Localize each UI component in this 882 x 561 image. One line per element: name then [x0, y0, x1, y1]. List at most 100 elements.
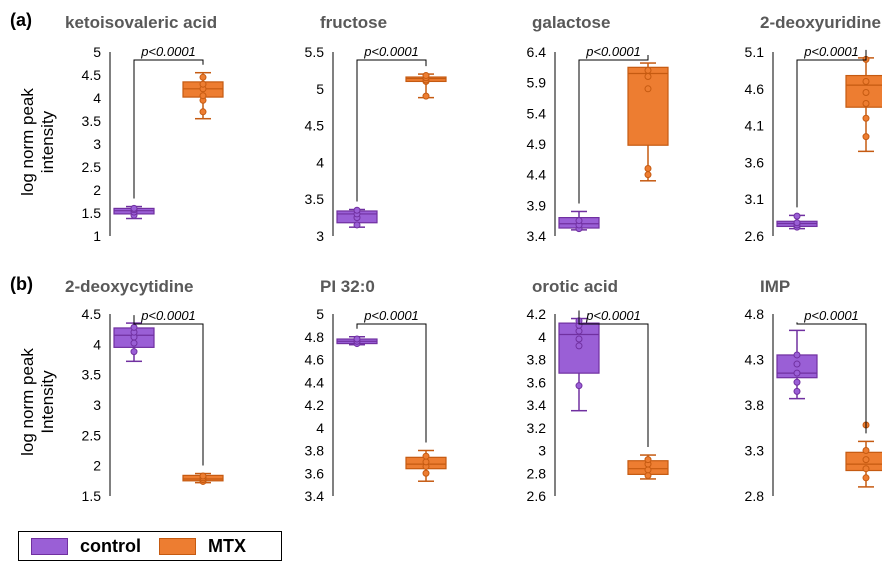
y-tick-label-fructose: 3.5	[305, 191, 325, 207]
data-point-mtx	[644, 73, 652, 81]
legend-item-mtx: MTX	[159, 536, 246, 557]
chart-panels: ketoisovaleric acid 5 4.5 4 3.5 3 2.5 2 1.5 1 p<0.…	[65, 13, 882, 504]
chart-galactose: galactose 6.4 5.9 5.4 4.9 4.4 3.9 3.4 p<0.0001	[527, 13, 669, 244]
chart-pi-32-0: PI 32:0 5 4.8 4.6 4.4 4.2 4 3.8 3.6 3.4 p<0.0001	[305, 277, 447, 504]
y-tick-label-2-deoxycytidine: 3	[93, 397, 101, 413]
y-tick-label-fructose: 4	[316, 154, 324, 170]
y-tick-label-2-deoxycytidine: 1.5	[82, 488, 102, 504]
y-tick-label-2-deoxyuridine: 4.1	[745, 118, 765, 134]
y-tick-label-orotic-acid: 3.6	[527, 374, 547, 390]
data-point-control	[793, 360, 801, 368]
y-tick-label-galactose: 3.4	[527, 228, 547, 244]
significance-bracket-ketoisovaleric-acid	[133, 59, 204, 199]
y-tick-label-galactose: 3.9	[527, 197, 547, 213]
chart-title-orotic-acid: orotic acid	[532, 277, 618, 296]
y-tick-label-2-deoxyuridine: 5.1	[745, 44, 765, 60]
y-tick-label-pi-32-0: 4.4	[305, 374, 325, 390]
panel-label-a: (a)	[10, 10, 32, 30]
y-tick-label-imp: 2.8	[745, 488, 765, 504]
p-value-label-galactose: p<0.0001	[585, 44, 641, 59]
data-point-mtx	[862, 77, 870, 85]
p-value-label-pi-32-0: p<0.0001	[363, 308, 419, 323]
y-tick-label-galactose: 4.9	[527, 136, 547, 152]
significance-bracket-imp	[796, 322, 867, 434]
data-point-control	[353, 206, 361, 214]
data-point-mtx	[199, 92, 207, 100]
p-value-label-2-deoxycytidine: p<0.0001	[140, 308, 196, 323]
data-point-control	[575, 382, 583, 390]
data-point-mtx	[199, 472, 207, 480]
chart-2-deoxycytidine: 2-deoxycytidine 4.5 4 3.5 3 2.5 2 1.5 p<0.0001	[65, 277, 224, 504]
y-tick-label-orotic-acid: 3	[538, 443, 546, 459]
y-tick-label-pi-32-0: 4	[316, 420, 324, 436]
data-point-mtx	[199, 108, 207, 116]
y-tick-label-galactose: 4.4	[527, 167, 547, 183]
y-tick-label-2-deoxyuridine: 2.6	[745, 228, 765, 244]
data-point-mtx	[422, 469, 430, 477]
chart-title-pi-32-0: PI 32:0	[320, 277, 375, 296]
y-axis-label-b-line2: Intensity	[38, 370, 57, 434]
chart-fructose: fructose 5.5 5 4.5 4 3.5 3 p<0.0001	[305, 13, 447, 244]
y-tick-label-2-deoxycytidine: 4	[93, 336, 101, 352]
y-tick-label-ketoisovaleric-acid: 2.5	[82, 159, 102, 175]
data-point-mtx	[644, 165, 652, 173]
y-tick-label-imp: 4.8	[745, 306, 765, 322]
data-point-mtx	[199, 73, 207, 81]
legend-label-mtx: MTX	[208, 535, 246, 556]
data-point-mtx	[422, 72, 430, 80]
data-point-mtx	[644, 66, 652, 74]
data-point-mtx	[422, 92, 430, 100]
y-tick-label-2-deoxycytidine: 3.5	[82, 367, 102, 383]
data-point-control	[575, 342, 583, 350]
y-tick-label-fructose: 5	[316, 81, 324, 97]
data-point-control	[793, 219, 801, 227]
significance-bracket-2-deoxyuridine	[796, 49, 867, 208]
chart-ketoisovaleric-acid: ketoisovaleric acid 5 4.5 4 3.5 3 2.5 2 1.5 1 p<0.…	[65, 13, 224, 244]
legend-swatch-mtx	[159, 537, 196, 555]
data-point-mtx	[644, 472, 652, 480]
y-tick-label-imp: 3.8	[745, 397, 765, 413]
chart-imp: IMP 4.8 4.3 3.8 3.3 2.8 p<0.0001	[745, 277, 882, 504]
chart-title-2-deoxycytidine: 2-deoxycytidine	[65, 277, 194, 296]
significance-bracket-orotic-acid	[578, 310, 649, 448]
y-axis-label-a-line1: log norm peak	[18, 88, 37, 196]
y-tick-label-ketoisovaleric-acid: 5	[93, 44, 101, 60]
data-point-mtx	[862, 447, 870, 454]
legend-item-control: control	[31, 536, 141, 557]
y-tick-label-pi-32-0: 4.6	[305, 352, 325, 368]
y-tick-label-fructose: 3	[316, 228, 324, 244]
y-tick-label-galactose: 6.4	[527, 44, 547, 60]
data-point-control	[130, 348, 138, 356]
data-point-mtx	[644, 466, 652, 474]
y-tick-label-ketoisovaleric-acid: 2	[93, 182, 101, 198]
p-value-label-ketoisovaleric-acid: p<0.0001	[140, 44, 196, 59]
y-tick-label-ketoisovaleric-acid: 4.5	[82, 67, 102, 83]
chart-title-imp: IMP	[760, 277, 790, 296]
data-point-mtx	[422, 452, 430, 460]
y-axis-label-b-line1: log norm peak	[18, 348, 37, 456]
data-point-mtx	[862, 114, 870, 122]
y-tick-label-orotic-acid: 3.8	[527, 352, 547, 368]
data-point-mtx	[862, 88, 870, 96]
y-tick-label-2-deoxycytidine: 2.5	[82, 427, 102, 443]
legend-label-control: control	[80, 535, 141, 556]
y-tick-label-orotic-acid: 2.6	[527, 488, 547, 504]
data-point-control	[793, 378, 801, 386]
y-tick-label-pi-32-0: 4.8	[305, 329, 325, 345]
significance-bracket-2-deoxycytidine	[133, 315, 204, 466]
significance-bracket-pi-32-0	[356, 323, 427, 443]
data-point-mtx	[862, 100, 870, 108]
y-axis-label-a-line2: intensity	[38, 110, 57, 173]
y-tick-label-2-deoxyuridine: 4.6	[745, 81, 765, 97]
panel-label-b: (b)	[10, 274, 33, 294]
significance-bracket-fructose	[356, 59, 427, 202]
p-value-label-2-deoxyuridine: p<0.0001	[803, 44, 859, 59]
p-value-label-orotic-acid: p<0.0001	[585, 308, 641, 323]
y-tick-label-ketoisovaleric-acid: 1	[93, 228, 101, 244]
data-point-control	[575, 327, 583, 335]
y-tick-label-galactose: 5.9	[527, 75, 547, 91]
y-tick-label-orotic-acid: 3.4	[527, 397, 547, 413]
data-point-control	[575, 217, 583, 225]
y-tick-label-orotic-acid: 3.2	[527, 420, 547, 436]
chart-title-galactose: galactose	[532, 13, 610, 32]
